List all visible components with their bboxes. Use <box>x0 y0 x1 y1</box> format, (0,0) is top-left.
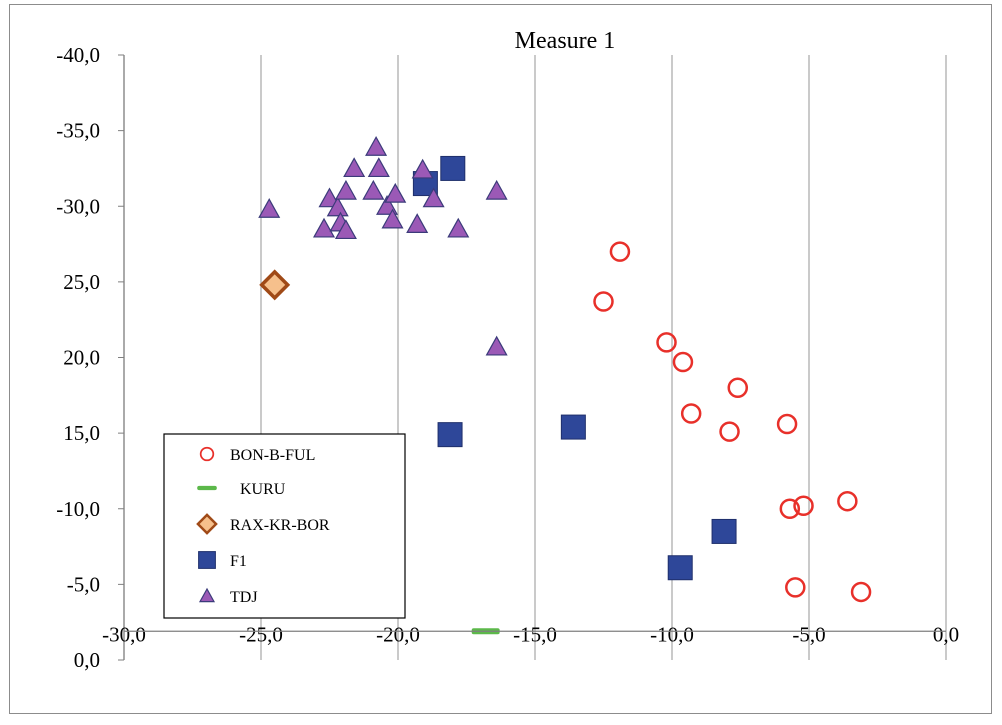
data-point-f1 <box>711 518 737 544</box>
y-tick-label: 15,0 <box>63 421 100 445</box>
y-tick-label: -5,0 <box>67 572 100 596</box>
x-tick-label: -20,0 <box>376 622 420 646</box>
y-tick-label: -10,0 <box>56 497 100 521</box>
data-point-tdj <box>485 179 508 200</box>
data-point-bon-b-ful <box>609 241 631 262</box>
legend-marker-rax-kr-bor <box>196 513 218 535</box>
data-point-bon-b-ful <box>793 495 814 516</box>
data-point-tdj <box>318 187 341 208</box>
x-tick-label: -15,0 <box>513 622 557 646</box>
x-tick-label: -5,0 <box>792 622 825 646</box>
data-marks <box>258 136 872 635</box>
data-point-tdj <box>384 182 407 203</box>
x-tick-label: -25,0 <box>239 622 283 646</box>
data-point-tdj <box>258 198 281 218</box>
x-tick-label: -10,0 <box>650 622 694 646</box>
data-point-tdj <box>406 213 429 233</box>
data-point-bon-b-ful <box>727 377 749 398</box>
data-point-bon-b-ful <box>719 421 740 442</box>
data-point-tdj <box>334 219 357 240</box>
data-point-tdj <box>447 217 470 238</box>
data-point-bon-b-ful <box>656 332 677 353</box>
x-tick-label: -30,0 <box>102 622 146 646</box>
data-point-tdj <box>381 208 404 229</box>
data-point-rax-kr-bor <box>259 269 291 301</box>
data-point-bon-b-ful <box>776 413 798 435</box>
y-tick-label: -30,0 <box>56 194 100 218</box>
data-point-f1 <box>560 414 586 440</box>
data-point-bon-b-ful <box>850 581 872 603</box>
legend-marker-tdj <box>198 587 216 603</box>
data-point-tdj <box>334 179 357 200</box>
legend-marker-kuru <box>197 485 217 491</box>
data-point-tdj <box>485 335 508 356</box>
y-tick-label: -40,0 <box>56 43 100 67</box>
y-tick-label: 20,0 <box>63 346 100 370</box>
data-point-bon-b-ful <box>785 577 806 598</box>
legend-marker-bon-b-ful <box>199 446 215 462</box>
y-tick-label: -35,0 <box>56 119 100 143</box>
legend-label-tdj: TDJ <box>230 589 258 606</box>
data-point-bon-b-ful <box>837 490 858 512</box>
data-point-bon-b-ful <box>680 403 702 424</box>
legend: BON-B-FUL KURU RAX-KR-BOR F1 TDJ <box>163 433 406 619</box>
data-point-tdj <box>343 157 366 178</box>
data-point-tdj <box>422 187 445 208</box>
data-point-f1 <box>437 422 463 448</box>
data-point-tdj <box>313 217 336 238</box>
data-point-tdj <box>367 157 390 178</box>
data-point-f1 <box>667 555 693 581</box>
data-point-bon-b-ful <box>779 498 801 519</box>
legend-label-bon-b-ful: BON-B-FUL <box>230 447 315 464</box>
x-axis: -30,0 -25,0 -20,0 -15,0 -10,0 -5,0 0,0 <box>102 622 959 646</box>
y-tick-label: 25,0 <box>63 270 100 294</box>
legend-label-kuru: KURU <box>240 481 286 498</box>
data-point-tdj <box>326 196 349 217</box>
data-point-tdj <box>411 158 434 179</box>
y-tick-label: 0,0 <box>74 648 100 672</box>
legend-label-f1: F1 <box>230 553 247 570</box>
data-point-bon-b-ful <box>593 291 614 312</box>
legend-label-rax-kr-bor: RAX-KR-BOR <box>230 517 330 534</box>
data-point-bon-b-ful <box>672 351 694 373</box>
data-point-f1 <box>440 155 466 181</box>
y-tick-labels: 0,0 -5,0 -10,0 15,0 20,0 25,0 -30,0 -35,0 -40,0 <box>56 43 124 672</box>
chart-title: Measure 1 <box>515 28 616 54</box>
data-point-tdj <box>362 179 385 200</box>
data-point-tdj <box>365 136 388 156</box>
legend-marker-f1 <box>198 551 216 569</box>
x-tick-label: 0,0 <box>933 622 959 646</box>
